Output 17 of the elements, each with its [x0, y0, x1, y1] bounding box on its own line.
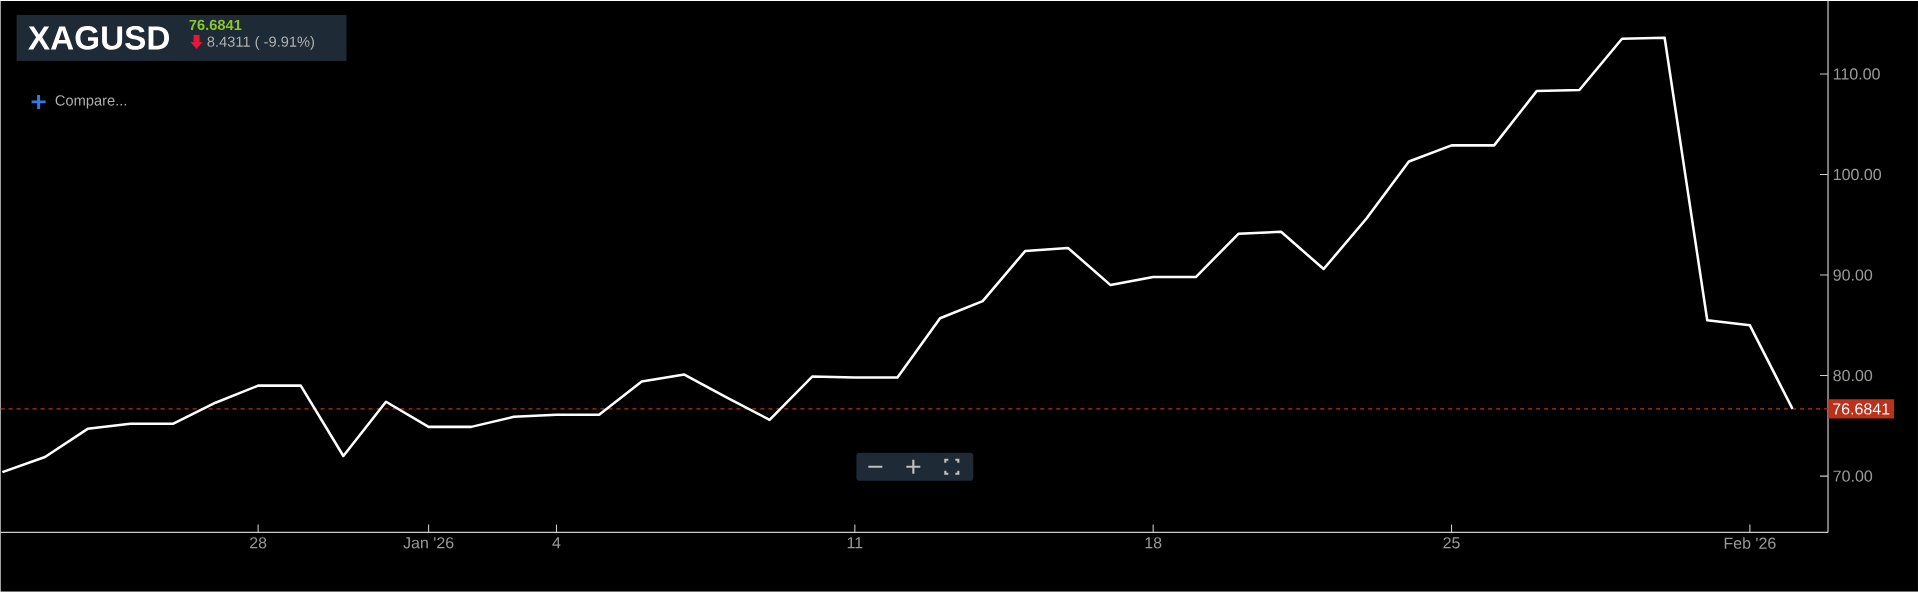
x-tick-label: Feb '26	[1724, 537, 1776, 549]
x-tick-label: 4	[552, 537, 561, 549]
y-tick-label: 90.00	[1833, 269, 1873, 281]
x-tick-label: 28	[250, 537, 267, 549]
text: XAGUSD	[28, 26, 170, 50]
ref-line-label: 76.6841	[1833, 403, 1890, 415]
x-tick-label: Jan '26	[403, 537, 454, 549]
y-tick-label: 100.00	[1833, 168, 1882, 181]
y-tick-label: 80.00	[1833, 370, 1873, 382]
x-tick-label: 18	[1145, 537, 1162, 549]
x-tick-label: 11	[847, 537, 863, 549]
x-tick-label: 25	[1443, 537, 1460, 549]
y-tick-label: 110.00	[1833, 68, 1880, 80]
annotation: 8.4311 ( -9.91%)	[207, 36, 315, 50]
annotation: Compare...	[55, 95, 127, 109]
y-tick-label: 70.00	[1833, 470, 1873, 482]
text: 76.6841	[189, 19, 242, 31]
